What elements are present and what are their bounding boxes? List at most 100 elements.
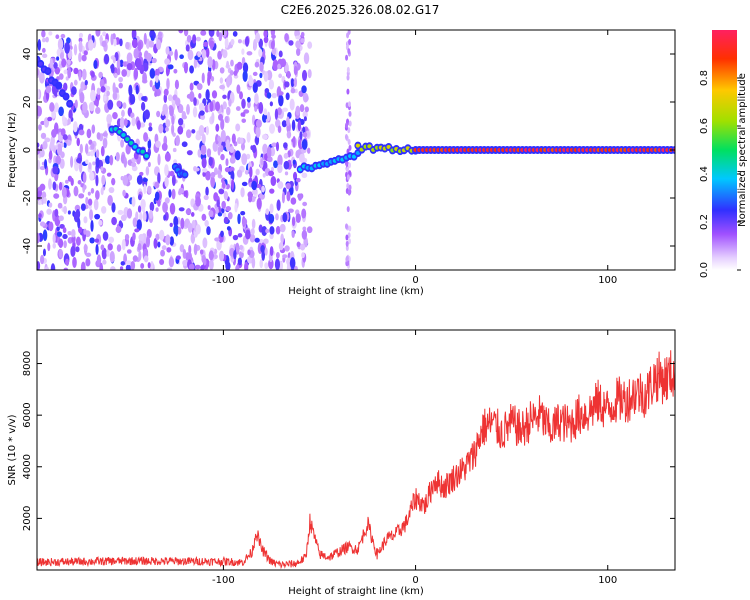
noise-speck — [247, 249, 251, 256]
streak-speck — [344, 122, 348, 129]
noise-speck — [72, 256, 77, 269]
noise-speck — [183, 61, 189, 74]
noise-speck — [286, 70, 291, 79]
noise-speck — [80, 183, 85, 188]
noise-speck — [307, 68, 312, 79]
noise-speck — [200, 114, 206, 120]
noise-speck — [186, 93, 192, 99]
noise-speck — [169, 202, 176, 215]
noise-speck — [42, 141, 48, 150]
spectrogram-x-axis: -100 0 100 — [212, 30, 617, 286]
trace-point — [144, 153, 149, 158]
noise-speck — [107, 99, 114, 110]
noise-speck — [95, 244, 99, 255]
noise-speck — [101, 174, 106, 186]
noise-speck — [201, 213, 207, 221]
noise-speck — [195, 36, 201, 42]
noise-speck — [121, 109, 125, 118]
noise-speck — [151, 57, 157, 64]
noise-speck — [63, 205, 67, 215]
noise-speck — [255, 119, 262, 128]
noise-speck — [39, 183, 46, 191]
noise-speck — [195, 224, 201, 235]
noise-speck — [198, 125, 205, 137]
noise-speck — [37, 142, 40, 148]
noise-speck — [211, 112, 215, 124]
noise-speck — [281, 120, 287, 128]
spectrogram-x-tick-label: -100 — [212, 275, 235, 286]
trace-point — [121, 132, 126, 137]
noise-speck — [228, 98, 232, 107]
noise-speck — [209, 101, 214, 112]
spectrogram-trace — [37, 55, 675, 179]
noise-speck — [164, 152, 171, 162]
noise-speck — [180, 217, 185, 230]
noise-speck — [268, 79, 275, 90]
snr-y-label: SNR (10 * v/v) — [7, 414, 18, 485]
noise-speck — [102, 95, 107, 102]
noise-speck — [226, 60, 230, 69]
noise-speck — [130, 162, 137, 168]
noise-speck — [258, 101, 264, 114]
noise-speck — [61, 186, 67, 199]
noise-speck — [241, 153, 248, 166]
noise-speck — [105, 85, 111, 91]
noise-speck — [123, 118, 128, 127]
noise-speck — [246, 131, 251, 143]
noise-speck — [108, 186, 115, 194]
noise-speck — [300, 38, 305, 44]
noise-speck — [163, 88, 169, 96]
noise-speck — [246, 51, 253, 56]
noise-speck — [284, 245, 290, 252]
noise-speck — [102, 231, 109, 241]
noise-speck — [48, 178, 52, 190]
noise-speck — [215, 101, 221, 112]
noise-speck — [67, 67, 72, 79]
noise-speck — [285, 92, 290, 101]
noise-speck — [217, 212, 223, 217]
noise-speck — [62, 227, 67, 234]
noise-speck — [128, 174, 133, 181]
noise-speck — [90, 142, 95, 150]
noise-speck — [185, 208, 192, 215]
noise-speck — [274, 258, 281, 270]
noise-speck — [77, 180, 82, 185]
noise-speck — [262, 143, 268, 154]
noise-speck — [275, 213, 279, 221]
noise-speck — [175, 135, 181, 147]
trace-point — [128, 141, 134, 146]
noise-speck — [156, 39, 162, 50]
noise-speck — [148, 40, 155, 48]
noise-speck — [240, 112, 245, 117]
noise-speck — [203, 41, 209, 47]
noise-speck — [120, 261, 126, 266]
noise-speck — [89, 171, 95, 181]
noise-speck — [59, 224, 65, 229]
noise-speck — [154, 181, 160, 189]
noise-speck — [169, 170, 175, 177]
noise-speck — [45, 36, 49, 43]
noise-speck — [222, 49, 228, 59]
noise-speck — [203, 258, 207, 266]
noise-speck — [150, 260, 154, 270]
noise-speck — [52, 242, 56, 249]
noise-speck — [202, 237, 208, 249]
noise-speck — [66, 59, 71, 66]
noise-speck — [40, 132, 47, 139]
colorbar-tick-label: 0.4 — [699, 166, 710, 182]
noise-speck — [268, 170, 275, 177]
noise-speck — [143, 132, 149, 142]
noise-speck — [188, 263, 195, 270]
noise-speck — [217, 135, 221, 142]
noise-speck — [275, 225, 281, 235]
noise-speck — [216, 30, 220, 37]
noise-speck — [79, 143, 83, 154]
snr-frame — [36, 329, 676, 571]
noise-speck — [273, 160, 278, 169]
noise-speck — [244, 261, 249, 270]
noise-speck — [80, 203, 86, 211]
noise-speck — [39, 71, 45, 84]
noise-speck — [269, 188, 275, 194]
noise-speck — [42, 248, 46, 257]
noise-speck — [154, 191, 160, 201]
